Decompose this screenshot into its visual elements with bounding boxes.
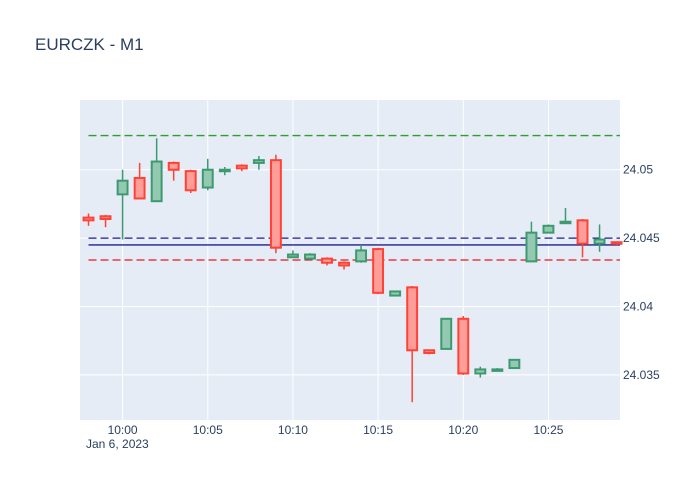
candle-body — [559, 220, 572, 225]
candle-body — [355, 249, 368, 263]
candle-body — [321, 257, 333, 264]
y-tick-label-0: 24.035 — [623, 368, 660, 382]
candle-19 — [406, 285, 419, 403]
x-tick-label-4: 10:20 — [448, 423, 478, 437]
candle-body — [338, 261, 350, 267]
candle-body — [474, 368, 487, 375]
candle-body — [491, 368, 504, 372]
candle-body — [423, 349, 436, 354]
candle-body — [269, 159, 282, 249]
candle-2 — [116, 169, 129, 240]
candle-body — [133, 176, 146, 200]
candle-5 — [167, 161, 180, 181]
candle-body — [82, 216, 95, 222]
candle-body — [184, 170, 197, 192]
candle-14 — [321, 257, 333, 266]
x-tick-label-1: 10:05 — [193, 423, 223, 437]
candle-24 — [491, 368, 504, 372]
x-tick-label-2: 10:10 — [278, 423, 308, 437]
y-axis-ticks: 24.035 24.04 24.045 24.05 — [623, 163, 660, 382]
candle-18 — [389, 290, 402, 297]
y-tick-label-2: 24.045 — [623, 231, 660, 245]
candle-25 — [508, 358, 521, 370]
chart-title: EURCZK - M1 — [35, 35, 144, 54]
candle-body — [116, 179, 129, 196]
candle-body — [542, 224, 555, 234]
candle-29 — [576, 218, 589, 258]
candle-26 — [525, 221, 538, 263]
y-tick-label-1: 24.04 — [623, 299, 653, 313]
candle-body — [150, 160, 163, 203]
candle-13 — [304, 253, 316, 260]
candle-10 — [252, 156, 265, 170]
candle-20 — [423, 349, 436, 355]
candle-12 — [286, 250, 299, 259]
candle-17 — [372, 247, 385, 295]
candle-28 — [559, 208, 572, 225]
candle-body — [406, 286, 419, 352]
candle-body — [201, 168, 214, 189]
x-tick-label-5: 10:25 — [533, 423, 563, 437]
candle-body — [286, 253, 299, 259]
candle-body — [235, 164, 248, 170]
candle-body — [508, 358, 521, 370]
candle-body — [389, 290, 402, 297]
candle-6 — [184, 169, 197, 193]
x-axis-ticks: 10:00 10:05 10:10 10:15 10:20 10:25 — [108, 423, 564, 437]
candle-body — [525, 231, 538, 263]
candle-4 — [150, 138, 163, 203]
candle-0 — [82, 213, 95, 226]
x-tick-label-3: 10:15 — [363, 423, 393, 437]
candle-body — [218, 168, 231, 173]
candle-body — [440, 317, 453, 350]
x-tick-label-0: 10:00 — [108, 423, 138, 437]
candles — [82, 138, 623, 403]
candle-body — [593, 238, 606, 245]
candle-27 — [542, 224, 555, 234]
candle-body — [167, 161, 180, 171]
candle-body — [576, 219, 589, 245]
candle-7 — [201, 158, 214, 191]
candle-31 — [610, 241, 623, 245]
y-tick-label-3: 24.05 — [623, 163, 653, 177]
candle-9 — [235, 164, 248, 172]
candle-3 — [133, 162, 146, 200]
candle-22 — [457, 316, 470, 375]
x-axis-date-label: Jan 6, 2023 — [86, 437, 149, 451]
candle-30 — [593, 224, 606, 252]
candle-15 — [338, 261, 350, 270]
candle-body — [99, 215, 112, 220]
candle-21 — [440, 317, 453, 350]
candle-23 — [474, 366, 487, 378]
candle-1 — [99, 214, 112, 228]
candle-body — [457, 317, 470, 375]
candle-16 — [355, 244, 368, 263]
candle-8 — [218, 167, 231, 176]
candle-body — [372, 248, 385, 294]
candle-body — [610, 241, 623, 245]
candle-body — [252, 159, 265, 164]
candle-11 — [269, 154, 282, 254]
candle-body — [304, 253, 316, 260]
